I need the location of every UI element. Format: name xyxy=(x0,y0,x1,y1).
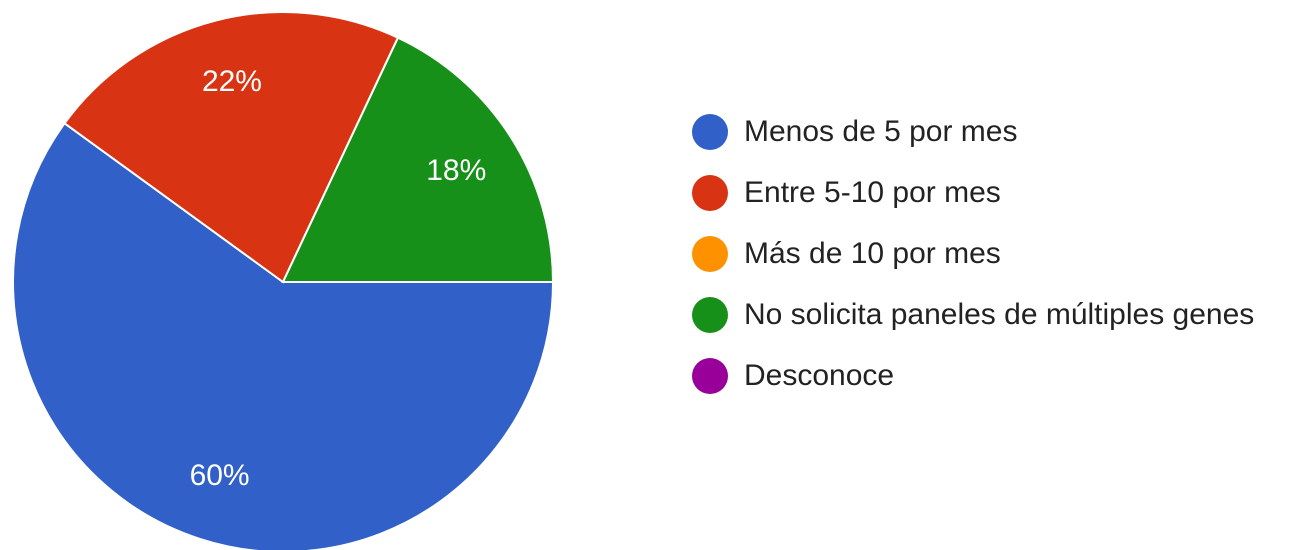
pie-slice xyxy=(281,36,555,283)
data-label: 22% xyxy=(202,65,262,98)
pie-slice xyxy=(12,121,555,550)
legend-label: No solicita paneles de múltiples genes xyxy=(744,298,1255,331)
data-label: 18% xyxy=(426,154,486,187)
legend-marker xyxy=(692,236,728,272)
data-label: 60% xyxy=(190,459,250,492)
legend-item: Menos de 5 por mes xyxy=(692,105,1292,158)
legend-label: Menos de 5 por mes xyxy=(744,115,1018,148)
legend-marker xyxy=(692,114,728,150)
legend-marker xyxy=(692,297,728,333)
legend-item: No solicita paneles de múltiples genes xyxy=(692,288,1292,341)
legend-item: Entre 5-10 por mes xyxy=(692,166,1292,219)
legend-marker xyxy=(692,175,728,211)
legend: Menos de 5 por mes Entre 5-10 por mes Más … xyxy=(692,105,1292,410)
legend-item: Desconoce xyxy=(692,349,1292,402)
legend-label: Entre 5-10 por mes xyxy=(744,176,1001,209)
legend-label: Desconoce xyxy=(744,359,895,392)
legend-label: Más de 10 por mes xyxy=(744,237,1001,270)
legend-item: Más de 10 por mes xyxy=(692,227,1292,280)
legend-marker xyxy=(692,358,728,394)
